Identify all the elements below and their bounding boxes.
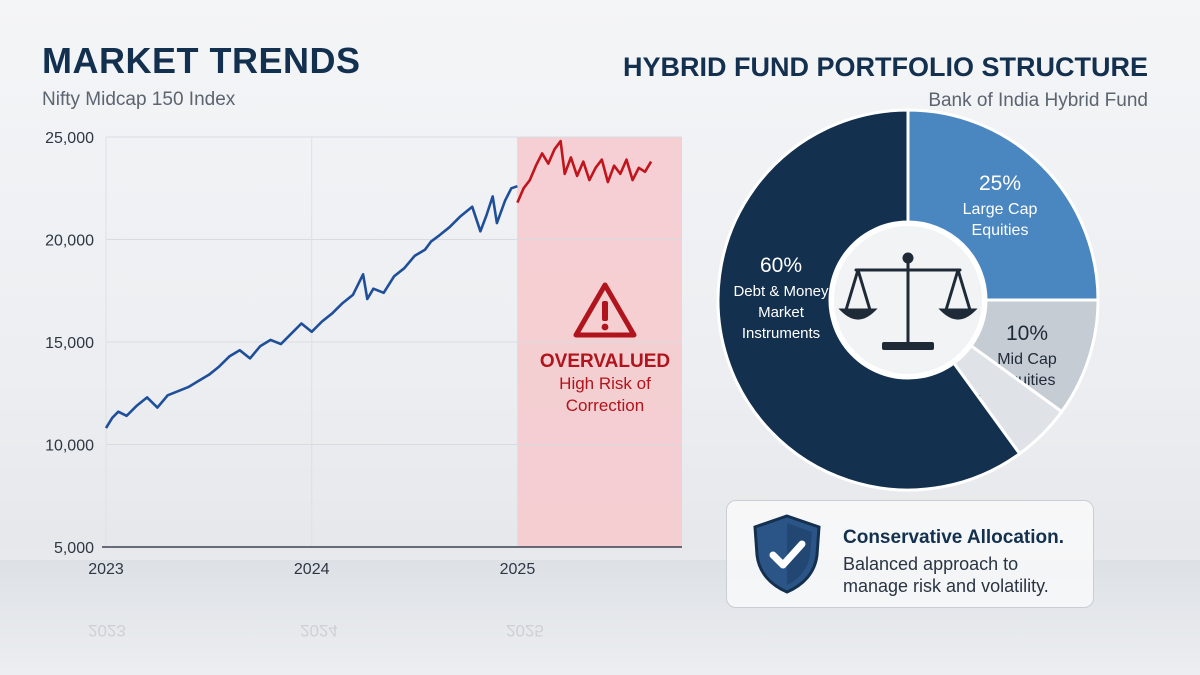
market-trends-title: MARKET TRENDS — [42, 40, 361, 81]
market-line-chart: 5,000 10,000 15,000 20,000 25,000 2023 2024 202… — [45, 130, 682, 578]
conservative-allocation-card: Conservative Allocation. Balanced approa… — [726, 500, 1094, 608]
scale-right-strings — [944, 268, 972, 312]
market-trends-subtitle: Nifty Midcap 150 Index — [42, 89, 236, 110]
scale-left-strings — [844, 268, 872, 312]
risk-text-line2: Correction — [565, 396, 645, 415]
card-text-line2: manage risk and volatility. — [843, 576, 1049, 596]
warning-triangle-icon — [573, 282, 637, 338]
slice-label-line: Instruments — [742, 325, 820, 342]
slice-label-line: Market — [758, 304, 805, 321]
slice-percent: 25% — [979, 172, 1021, 195]
x-tick-label: 2023 — [88, 561, 124, 578]
card-text-line1: Balanced approach to — [843, 554, 1019, 574]
index-line-overvalued — [516, 139, 653, 204]
reflection-2024: 2024 — [300, 621, 338, 640]
portfolio-title: HYBRID FUND PORTFOLIO STRUCTURE — [623, 52, 1148, 82]
slice-label-large-cap-equities: 25% Large Cap Equities — [963, 172, 1038, 239]
risk-text-line1: High Risk of — [559, 374, 651, 393]
scale-left-pan — [838, 308, 878, 320]
slice-label-line: Debt & Money — [733, 283, 829, 300]
card-title: Conservative Allocation. — [843, 527, 1065, 548]
y-tick-label: 15,000 — [45, 335, 94, 352]
slice-percent: 10% — [1006, 322, 1048, 345]
x-tick-label: 2024 — [294, 561, 330, 578]
y-tick-label: 25,000 — [45, 130, 94, 147]
slice-label-line: Equities — [972, 222, 1029, 239]
balance-scale-icon — [838, 252, 978, 350]
scale-knob — [902, 252, 914, 264]
slice-label-line: Mid Cap — [997, 351, 1057, 368]
card-text: Balanced approach to manage risk and vol… — [843, 553, 1083, 597]
scale-right-pan — [938, 308, 978, 320]
reflection-2023: 2023 — [88, 621, 126, 640]
slice-label-debt-money-market-instruments: 60% Debt & Money Market Instruments — [733, 254, 829, 342]
slice-label-line: Large Cap — [963, 201, 1038, 218]
overvalued-callout: OVERVALUED High Risk of Correction — [528, 280, 682, 417]
y-tick-label: 5,000 — [54, 540, 94, 557]
overvalued-label: OVERVALUED — [539, 351, 671, 372]
scale-base — [882, 342, 934, 350]
y-tick-label: 10,000 — [45, 438, 94, 455]
portfolio-subtitle: Bank of India Hybrid Fund — [928, 90, 1148, 111]
index-line-historic — [104, 184, 518, 429]
slice-percent: 60% — [760, 254, 802, 277]
x-tick-label: 2025 — [500, 561, 536, 578]
reflection-2025: 2025 — [506, 621, 544, 640]
y-tick-label: 20,000 — [45, 233, 94, 250]
shield-check-icon — [753, 514, 821, 594]
